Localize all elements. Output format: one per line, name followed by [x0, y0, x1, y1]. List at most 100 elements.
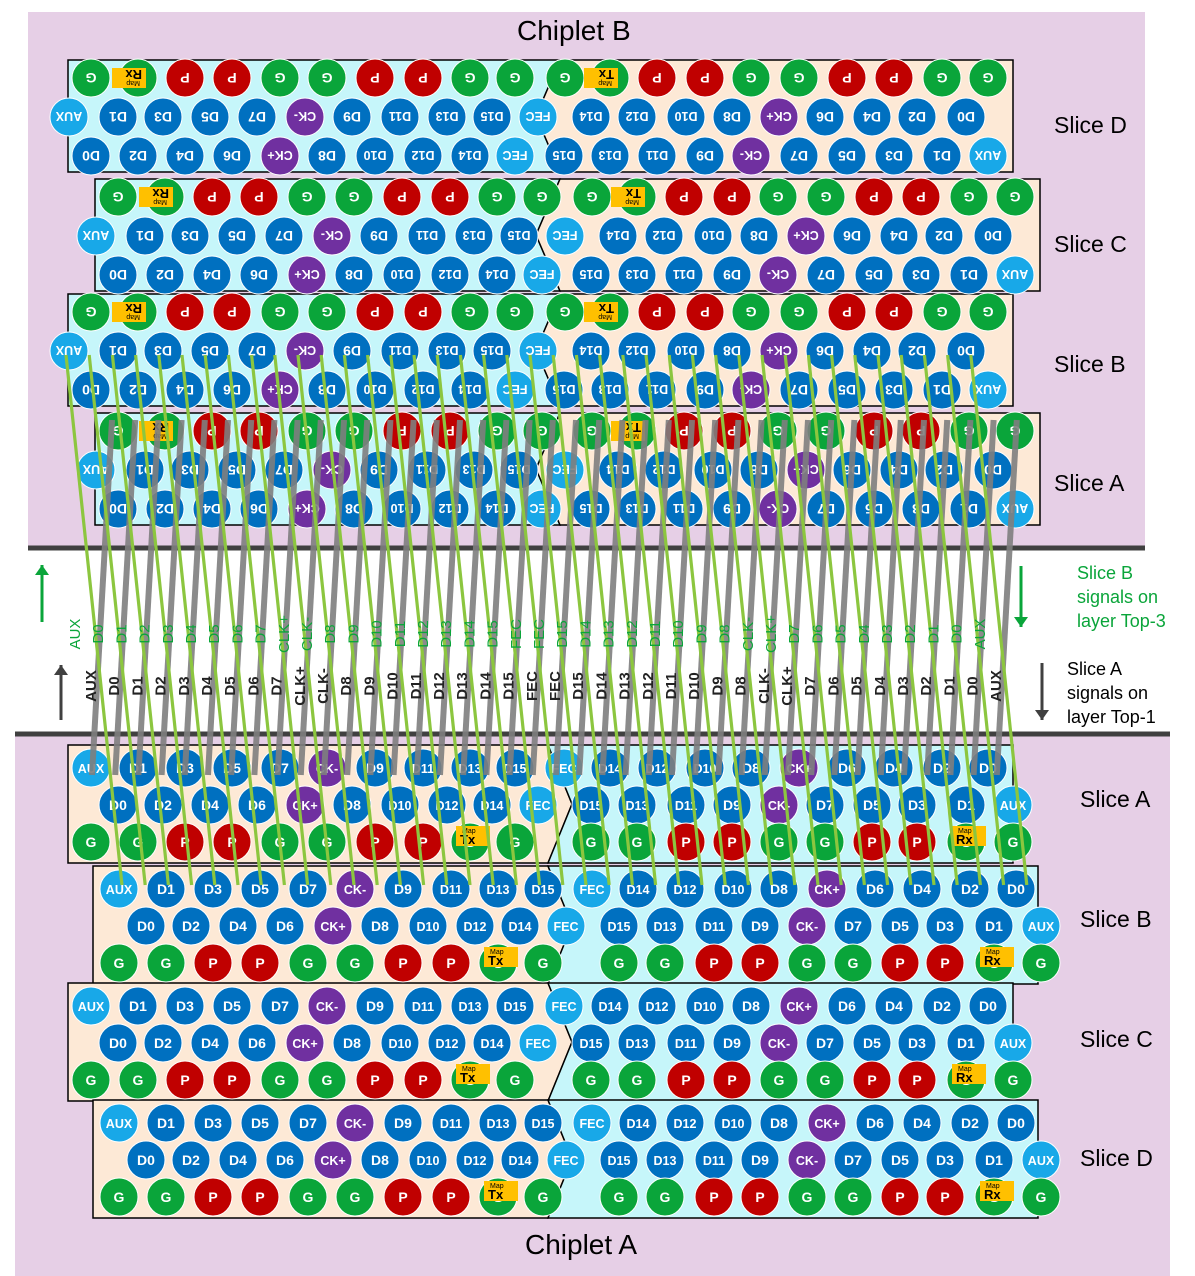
bottom-slice-1-bump-r2-9: FEC — [546, 906, 586, 946]
slice-a-trace-35 — [901, 419, 927, 776]
bottom-slice-3-bump-r2-2-disc — [218, 1140, 258, 1180]
bottom-slice-3-rx-marker-box — [980, 1181, 1014, 1201]
bottom-slice-1-bump-r2-17: D3 — [925, 906, 965, 946]
top-slice-0-bump-r3-8-disc — [450, 136, 490, 176]
top-slice-1-bump-r2-15-disc — [786, 216, 826, 256]
slice-b-trace-27 — [690, 354, 750, 886]
top-slice-2-bump-r2-1: D1 — [98, 331, 138, 371]
bottom-slice-2-bump-r1-5-text: CK- — [316, 1000, 338, 1014]
top-slice-1-bump-r2-18: D2 — [924, 216, 964, 256]
top-slice-1-bump-r3-3-disc — [239, 255, 279, 295]
black-signal-label-37: D1 — [941, 676, 958, 695]
black-signal-label-0: AUX — [83, 670, 100, 702]
bottom-slice-2-bump-r1-16: D6 — [827, 986, 867, 1026]
top-slice-1-bump-r3-12-text: D11 — [673, 267, 695, 281]
top-slice-1-bump-r2-9-text: D15 — [507, 228, 530, 242]
bottom-slice-1-bump-r1-7: D11 — [431, 869, 471, 909]
bottom-slice-1-bump-r1-11-disc — [618, 869, 658, 909]
top-slice-1-bump-r3-2-text: D4 — [203, 267, 221, 283]
slice-a-trace-29 — [761, 419, 788, 776]
top-slice-1-bump-r2-5-text: CK- — [321, 228, 343, 242]
top-slice-1-bump-r1-18-text: G — [963, 189, 974, 205]
bottom-slice-3-bump-r3-14: G — [787, 1177, 827, 1217]
bottom-slice-1-bump-r2-9-text: FEC — [554, 920, 579, 934]
top-slice-1-bump-r1-14-disc — [758, 177, 798, 217]
slice-b-trace-39 — [969, 354, 1029, 886]
green-signal-label-37: D1 — [925, 624, 942, 643]
bottom-slice-3-bump-r1-6-disc — [383, 1103, 423, 1143]
black-signal-label-28: D8 — [733, 676, 750, 695]
top-slice-0-bump-r1-4: G — [260, 58, 300, 98]
bottom-slice-1-bump-r2-11-text: D13 — [654, 920, 677, 934]
bottom-slice-2-bump-r2-3-disc — [237, 1023, 277, 1063]
top-slice-1-bump-r1-16-text: P — [869, 189, 878, 205]
top-slice-2-bump-r2-16: D6 — [805, 331, 845, 371]
bottom-slice-2-rx-marker-box — [952, 1064, 986, 1084]
top-slice-2-bump-r2-15-text: CK+ — [766, 343, 791, 357]
top-slice-3-bump-r3-8-text: D14 — [485, 501, 508, 515]
top-slice-2-bump-r2-17-disc — [852, 331, 892, 371]
bottom-slice-2-bump-r1-7-disc — [403, 986, 443, 1026]
top-slice-0-bump-r1-17-disc — [874, 58, 914, 98]
bottom-slice-3-bump-r3-3: P — [240, 1177, 280, 1217]
top-slice-2-bump-r3-17-text: D3 — [885, 382, 903, 398]
top-slice-1-bump-r2-6-disc — [359, 216, 399, 256]
bottom-slice-1-bump-r3-1-text: G — [161, 955, 172, 971]
top-slice-1-bump-r1-18: G — [949, 177, 989, 217]
top-slice-0-bump-r3-10-text: D15 — [552, 148, 575, 162]
top-slice-1-bump-r2-14-disc — [739, 216, 779, 256]
bottom-slice-2-bump-r2-19-text: AUX — [1000, 1037, 1027, 1051]
top-slice-0-bump-r3-19: AUX — [968, 136, 1008, 176]
bottom-slice-1-rx-marker-label: Rx — [984, 953, 1001, 968]
bottom-slice-2-bump-r2-9-disc — [518, 1023, 558, 1063]
slice-a-trace-27 — [715, 419, 742, 776]
bottom-slice-2-bump-r2-18-text: D1 — [957, 1035, 975, 1051]
top-slice-2-bump-r1-2-text: P — [180, 304, 189, 320]
top-slice-2-bump-r3-8: D14 — [450, 370, 490, 410]
top-slice-2-bump-r1-18: G — [922, 292, 962, 332]
bottom-slice-2-tx-marker-tag: Map — [462, 1066, 476, 1073]
top-slice-1-bump-r3-15-text: D7 — [817, 267, 835, 283]
bottom-slice-2-bump-r2-12: D11 — [666, 1023, 706, 1063]
top-slice-1-bump-r2-14: D8 — [739, 216, 779, 256]
bottom-slice-3-bump-r3-13-text: P — [755, 1189, 764, 1205]
bottom-slice-2-bump-r1-1: D1 — [118, 986, 158, 1026]
top-slice-2-bump-r2-17: D4 — [852, 331, 892, 371]
bottom-slice-3-bump-r2-11: D13 — [645, 1140, 685, 1180]
bottom-slice-2-bump-r2-6-text: D10 — [389, 1037, 412, 1051]
top-slice-0-bump-r3-18: D1 — [922, 136, 962, 176]
bottom-slice-0-bump-r2-15-text: D7 — [816, 797, 834, 813]
bottom-slice-2-bump-r3-12-text: P — [681, 1072, 690, 1088]
bottom-slice-1-bump-r1-6-disc — [383, 869, 423, 909]
bottom-slice-1-bump-r2-6: D10 — [408, 906, 448, 946]
top-slice-1-bump-r1-13-disc — [712, 177, 752, 217]
top-slice-1-bump-r2-7-text: D11 — [416, 228, 438, 242]
top-slice-1-bump-r3-12: D11 — [664, 255, 704, 295]
top-slice-0-bump-r2-18-text: D2 — [908, 109, 926, 125]
top-slice-1-bump-r3-10: D15 — [571, 255, 611, 295]
bottom-slice-2-bump-r3-0: G — [71, 1060, 111, 1100]
bottom-slice-1-bump-r1-16: D6 — [855, 869, 895, 909]
top-slice-3-bump-r1-15-text: G — [820, 423, 831, 439]
bottom-slice-2-bump-r2-1: D2 — [143, 1023, 183, 1063]
bottom-slice-3-bump-r2-9: FEC — [546, 1140, 586, 1180]
bottom-slice-1-bump-r2-3-disc — [265, 906, 305, 946]
top-slice-2-bump-r1-2: P — [165, 292, 205, 332]
bottom-slice-3-bump-r1-4-disc — [288, 1103, 328, 1143]
top-slice-1-bump-r2-8-disc — [454, 216, 494, 256]
bottom-slice-1-bump-r2-0-disc — [126, 906, 166, 946]
bottom-slice-1-bump-r1-12-disc — [665, 869, 705, 909]
bottom-slice-2-bump-r1-12: D12 — [637, 986, 677, 1026]
bottom-slice-1-bump-r3-11-disc — [645, 943, 685, 983]
slice-b-trace-23 — [598, 354, 658, 886]
top-slice-1-bump-r2-9-disc — [499, 216, 539, 256]
bottom-slice-0-bump-r2-9: FEC — [518, 785, 558, 825]
black-signal-label-12: D9 — [361, 676, 378, 695]
bottom-slice-2-bump-r3-2: P — [165, 1060, 205, 1100]
bottom-slice-1-bump-r3-4: G — [288, 943, 328, 983]
top-slice-0-bump-r1-14-text: G — [745, 70, 756, 86]
top-slice-0-bump-r3-8: D14 — [450, 136, 490, 176]
bottom-slice-3-bump-r3-16: P — [880, 1177, 920, 1217]
top-slice-0-bump-r1-19-text: G — [982, 70, 993, 86]
